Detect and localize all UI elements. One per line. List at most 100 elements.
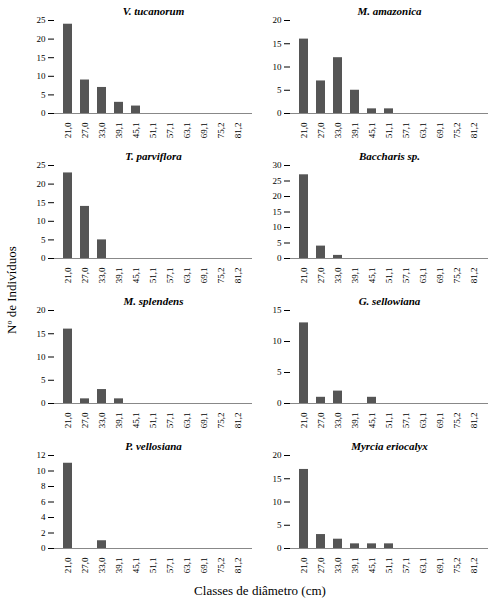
svg-text:27,0: 27,0 [80,122,90,138]
svg-text:39,1: 39,1 [114,268,124,284]
svg-text:20: 20 [37,34,47,44]
svg-text:10: 10 [37,71,47,81]
svg-text:57,1: 57,1 [165,123,175,139]
svg-text:45,1: 45,1 [367,268,377,284]
svg-text:27,0: 27,0 [316,412,326,428]
svg-text:0: 0 [41,108,46,118]
svg-text:33,0: 33,0 [333,267,343,283]
svg-text:63,1: 63,1 [418,558,428,574]
svg-text:75,2: 75,2 [216,413,226,429]
svg-text:33,0: 33,0 [333,412,343,428]
svg-text:69,1: 69,1 [199,123,209,139]
svg-text:63,1: 63,1 [418,268,428,284]
svg-text:63,1: 63,1 [182,558,192,574]
svg-text:10: 10 [37,216,47,226]
svg-text:45,1: 45,1 [131,268,141,284]
svg-text:21,0: 21,0 [299,267,309,283]
svg-text:57,1: 57,1 [401,123,411,139]
svg-text:39,1: 39,1 [114,558,124,574]
svg-text:75,2: 75,2 [452,268,462,284]
svg-text:57,1: 57,1 [401,558,411,574]
svg-text:81,2: 81,2 [469,558,479,574]
svg-text:51,1: 51,1 [384,268,394,284]
svg-text:21,0: 21,0 [63,412,73,428]
svg-text:81,2: 81,2 [233,558,243,574]
svg-text:Baccharis sp.: Baccharis sp. [358,150,420,162]
svg-text:25: 25 [37,160,47,170]
svg-text:63,1: 63,1 [418,413,428,429]
svg-text:0: 0 [277,398,282,408]
svg-text:10: 10 [37,466,47,476]
svg-text:51,1: 51,1 [148,413,158,429]
svg-text:T. parviflora: T. parviflora [125,150,182,162]
svg-text:5: 5 [277,85,282,95]
svg-text:21,0: 21,0 [299,557,309,573]
svg-text:75,2: 75,2 [216,268,226,284]
svg-text:45,1: 45,1 [367,413,377,429]
svg-text:10: 10 [37,352,47,362]
svg-text:39,1: 39,1 [114,123,124,139]
svg-text:45,1: 45,1 [367,558,377,574]
svg-text:21,0: 21,0 [63,122,73,138]
svg-text:57,1: 57,1 [401,268,411,284]
svg-text:5: 5 [41,375,46,385]
svg-text:39,1: 39,1 [350,558,360,574]
svg-text:0: 0 [41,543,46,553]
svg-text:21,0: 21,0 [63,267,73,283]
svg-text:5: 5 [41,235,46,245]
svg-text:51,1: 51,1 [384,413,394,429]
svg-text:39,1: 39,1 [350,268,360,284]
svg-text:45,1: 45,1 [131,413,141,429]
svg-text:5: 5 [277,367,282,377]
svg-text:33,0: 33,0 [97,122,107,138]
svg-text:75,2: 75,2 [216,123,226,139]
svg-text:39,1: 39,1 [114,413,124,429]
svg-text:51,1: 51,1 [384,558,394,574]
svg-text:45,1: 45,1 [367,123,377,139]
svg-text:69,1: 69,1 [199,558,209,574]
svg-text:57,1: 57,1 [401,413,411,429]
svg-text:51,1: 51,1 [148,123,158,139]
svg-text:27,0: 27,0 [80,412,90,428]
svg-text:5: 5 [277,238,282,248]
svg-text:10: 10 [273,336,283,346]
svg-text:M. splendens: M. splendens [123,295,184,307]
svg-text:25: 25 [273,176,283,186]
svg-text:5: 5 [277,520,282,530]
svg-text:20: 20 [273,15,283,25]
svg-text:69,1: 69,1 [435,268,445,284]
svg-text:27,0: 27,0 [316,267,326,283]
svg-text:81,2: 81,2 [233,413,243,429]
svg-text:75,2: 75,2 [452,123,462,139]
svg-text:15: 15 [37,53,47,63]
svg-text:30: 30 [273,160,283,170]
svg-text:15: 15 [273,305,283,315]
svg-text:45,1: 45,1 [131,558,141,574]
svg-text:20: 20 [273,191,283,201]
svg-text:0: 0 [277,543,282,553]
svg-text:69,1: 69,1 [199,268,209,284]
svg-text:21,0: 21,0 [299,122,309,138]
svg-text:M. amazonica: M. amazonica [356,5,422,17]
svg-text:39,1: 39,1 [350,413,360,429]
svg-text:12: 12 [37,450,46,460]
svg-text:10: 10 [273,497,283,507]
svg-text:69,1: 69,1 [435,558,445,574]
svg-text:33,0: 33,0 [333,122,343,138]
svg-text:51,1: 51,1 [148,268,158,284]
svg-text:63,1: 63,1 [182,123,192,139]
svg-text:63,1: 63,1 [182,413,192,429]
svg-text:45,1: 45,1 [131,123,141,139]
svg-text:21,0: 21,0 [299,412,309,428]
svg-text:0: 0 [277,253,282,263]
svg-text:33,0: 33,0 [333,557,343,573]
svg-text:6: 6 [41,497,46,507]
svg-text:20: 20 [273,450,283,460]
svg-text:81,2: 81,2 [469,413,479,429]
svg-text:81,2: 81,2 [469,123,479,139]
svg-text:15: 15 [37,329,47,339]
svg-text:21,0: 21,0 [63,557,73,573]
svg-text:10: 10 [273,62,283,72]
svg-text:0: 0 [41,398,46,408]
svg-text:G. sellowiana: G. sellowiana [359,295,421,307]
